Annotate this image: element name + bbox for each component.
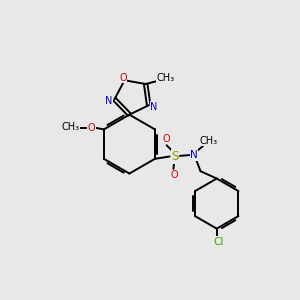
Text: N: N [106, 96, 113, 106]
Text: CH₃: CH₃ [156, 73, 175, 83]
Text: Cl: Cl [213, 237, 224, 247]
Text: CH₃: CH₃ [61, 122, 80, 132]
Text: N: N [190, 150, 198, 160]
Text: N: N [150, 102, 158, 112]
Text: S: S [171, 150, 178, 163]
Text: O: O [119, 73, 127, 83]
Text: O: O [88, 123, 95, 133]
Text: O: O [162, 134, 170, 144]
Text: O: O [170, 170, 178, 180]
Text: CH₃: CH₃ [200, 136, 218, 146]
